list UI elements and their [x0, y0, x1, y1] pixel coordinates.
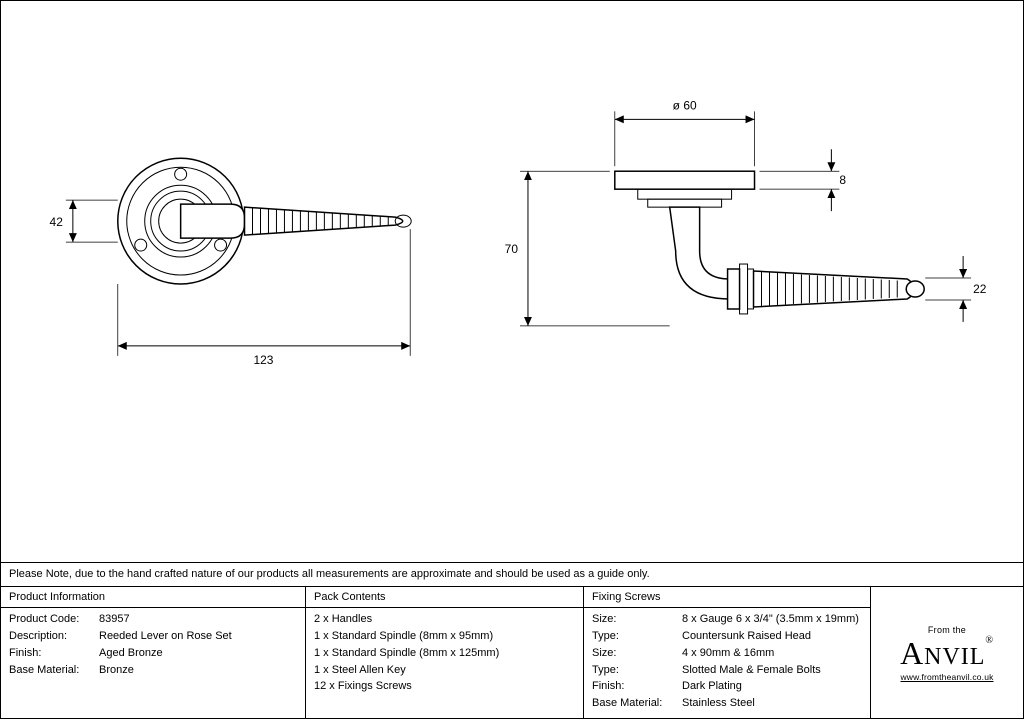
table-row: Base Material:Stainless Steel: [592, 696, 862, 711]
anvil-logo: From the ANVIL® www.fromtheanvil.co.uk: [900, 625, 994, 682]
side-view: ø 60 8 70 22: [505, 98, 987, 326]
table-row: Type:Countersunk Raised Head: [592, 629, 862, 644]
logo-main-text: ANVIL®: [900, 635, 994, 672]
pack-contents-header: Pack Contents: [306, 587, 583, 608]
dim-8: 8: [839, 173, 846, 187]
list-item: 1 x Standard Spindle (8mm x 125mm): [314, 646, 575, 661]
product-info-header: Product Information: [1, 587, 305, 608]
dim-42: 42: [50, 215, 64, 229]
front-view: 42 123: [50, 158, 412, 367]
dim-123: 123: [253, 353, 273, 367]
fixing-screws-col: Fixing Screws Size:8 x Gauge 6 x 3/4" (3…: [584, 587, 871, 719]
list-item: 2 x Handles: [314, 612, 575, 627]
fixing-screws-header: Fixing Screws: [584, 587, 870, 608]
logo-top-text: From the: [900, 625, 994, 635]
logo-col: From the ANVIL® www.fromtheanvil.co.uk: [871, 587, 1023, 719]
reeded-grip: [245, 207, 412, 235]
table-row: Product Code:83957: [9, 612, 297, 627]
note-row: Please Note, due to the hand crafted nat…: [1, 562, 1023, 586]
product-info-col: Product Information Product Code:83957 D…: [1, 587, 306, 719]
table-row: Finish:Dark Plating: [592, 679, 862, 694]
side-reeded-grip: [754, 271, 925, 307]
table-row: Size:8 x Gauge 6 x 3/4" (3.5mm x 19mm): [592, 612, 862, 627]
list-item: 1 x Steel Allen Key: [314, 663, 575, 678]
table-row: Type:Slotted Male & Female Bolts: [592, 663, 862, 678]
pack-contents-col: Pack Contents 2 x Handles 1 x Standard S…: [306, 587, 584, 719]
dim-dia60: ø 60: [673, 98, 697, 112]
list-item: 1 x Standard Spindle (8mm x 95mm): [314, 629, 575, 644]
dim-22: 22: [973, 282, 987, 296]
table-row: Finish:Aged Bronze: [9, 646, 297, 661]
dim-70: 70: [505, 242, 519, 256]
logo-url: www.fromtheanvil.co.uk: [900, 672, 994, 682]
technical-drawing: 42 123: [1, 1, 1023, 562]
table-row: Description:Reeded Lever on Rose Set: [9, 629, 297, 644]
table-row: Base Material:Bronze: [9, 663, 297, 678]
spec-tables: Product Information Product Code:83957 D…: [1, 586, 1023, 719]
spec-sheet: 42 123: [0, 0, 1024, 719]
table-row: Size:4 x 90mm & 16mm: [592, 646, 862, 661]
list-item: 12 x Fixings Screws: [314, 679, 575, 694]
